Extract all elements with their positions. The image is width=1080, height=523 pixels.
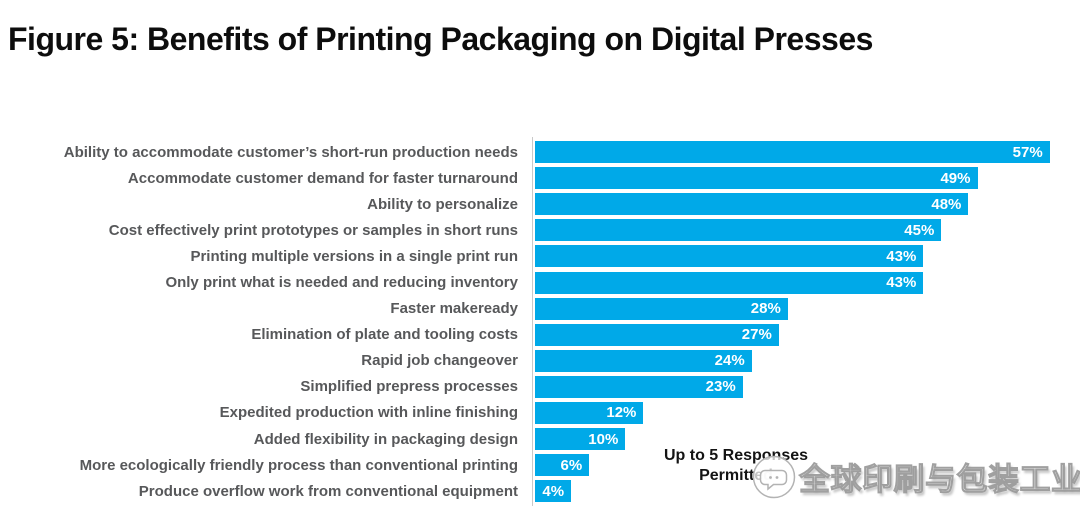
bar-chart: Ability to accommodate customer’s short-…: [0, 137, 1080, 506]
chart-row: Accommodate customer demand for faster t…: [0, 165, 1080, 191]
bar: 48%: [535, 193, 969, 216]
chart-row: Printing multiple versions in a single p…: [0, 243, 1080, 269]
value-label: 6%: [560, 456, 583, 474]
category-label: Ability to personalize: [367, 195, 518, 213]
value-label: 12%: [606, 404, 637, 422]
chart-row: Faster makeready 28%: [0, 296, 1080, 322]
chart-row: Rapid job changeover 24%: [0, 348, 1080, 374]
bar-track: 45%: [532, 219, 1080, 242]
bar: 43%: [535, 271, 924, 294]
value-label: 4%: [542, 482, 565, 500]
bar-track: 43%: [532, 245, 1080, 268]
value-label: 27%: [741, 326, 772, 344]
category-label: Added flexibility in packaging design: [253, 430, 518, 448]
category-label: Cost effectively print prototypes or sam…: [108, 221, 518, 239]
category-label: Accommodate customer demand for faster t…: [127, 169, 518, 187]
chart-row: Ability to accommodate customer’s short-…: [0, 139, 1080, 165]
bar: 43%: [535, 245, 924, 268]
bar: 23%: [535, 375, 743, 398]
value-label: 10%: [588, 430, 619, 448]
bar: 28%: [535, 297, 788, 320]
value-label: 43%: [886, 274, 917, 292]
figure-title: Figure 5: Benefits of Printing Packaging…: [8, 21, 873, 57]
bar-track: 43%: [532, 271, 1080, 294]
chart-row: Elimination of plate and tooling costs 27…: [0, 322, 1080, 348]
bar-track: 49%: [532, 167, 1080, 190]
bar-track: 28%: [532, 297, 1080, 320]
chart-row: Only print what is needed and reducing i…: [0, 269, 1080, 295]
bar-track: 24%: [532, 349, 1080, 372]
bar: 6%: [535, 454, 590, 477]
value-label: 48%: [931, 195, 962, 213]
category-label: Only print what is needed and reducing i…: [165, 274, 518, 292]
watermark: 全球印刷与包装工业: [752, 454, 1080, 499]
value-label: 57%: [1012, 143, 1043, 161]
value-label: 43%: [886, 247, 917, 265]
bar: 12%: [535, 401, 644, 424]
chart-row: Ability to personalize 48%: [0, 191, 1080, 217]
category-label: Expedited production with inline finishi…: [219, 404, 518, 422]
category-label: Ability to accommodate customer’s short-…: [63, 143, 518, 161]
chart-row: Added flexibility in packaging design 10%: [0, 426, 1080, 452]
category-label: Produce overflow work from conventional …: [138, 482, 518, 500]
category-label: Elimination of plate and tooling costs: [251, 326, 518, 344]
watermark-text: 全球印刷与包装工业: [799, 462, 1080, 498]
axis-baseline: [532, 137, 533, 506]
chart-row: Simplified prepress processes 23%: [0, 374, 1080, 400]
bar-track: 12%: [532, 401, 1080, 424]
bar: 24%: [535, 349, 752, 372]
chat-bubble-logo-icon: [752, 455, 796, 498]
category-label: More ecologically friendly process than …: [79, 456, 518, 474]
bar: 49%: [535, 167, 978, 190]
value-label: 49%: [940, 169, 971, 187]
bar-track: 6%: [532, 454, 1080, 477]
bar-track: 10%: [532, 428, 1080, 451]
bar: 10%: [535, 428, 626, 451]
bar-track: 4%: [532, 480, 1080, 503]
bar: 27%: [535, 323, 779, 346]
bar-track: 57%: [532, 141, 1080, 164]
bar-track: 27%: [532, 323, 1080, 346]
value-label: 23%: [705, 378, 736, 396]
bar: 57%: [535, 141, 1050, 164]
chart-row: Cost effectively print prototypes or sam…: [0, 217, 1080, 243]
bar-track: 23%: [532, 375, 1080, 398]
category-label: Rapid job changeover: [361, 352, 518, 370]
category-label: Simplified prepress processes: [300, 378, 518, 396]
chart-row: Expedited production with inline finishi…: [0, 400, 1080, 426]
chart-rows: Ability to accommodate customer’s short-…: [0, 139, 1080, 504]
value-label: 24%: [714, 352, 745, 370]
bar-track: 48%: [532, 193, 1080, 216]
category-label: Faster makeready: [390, 300, 518, 318]
chart-row: More ecologically friendly process than …: [0, 452, 1080, 478]
bar: 4%: [535, 480, 572, 503]
chart-row: Produce overflow work from conventional …: [0, 478, 1080, 504]
bar: 45%: [535, 219, 942, 242]
value-label: 45%: [904, 221, 935, 239]
value-label: 28%: [750, 300, 781, 318]
category-label: Printing multiple versions in a single p…: [190, 247, 518, 265]
